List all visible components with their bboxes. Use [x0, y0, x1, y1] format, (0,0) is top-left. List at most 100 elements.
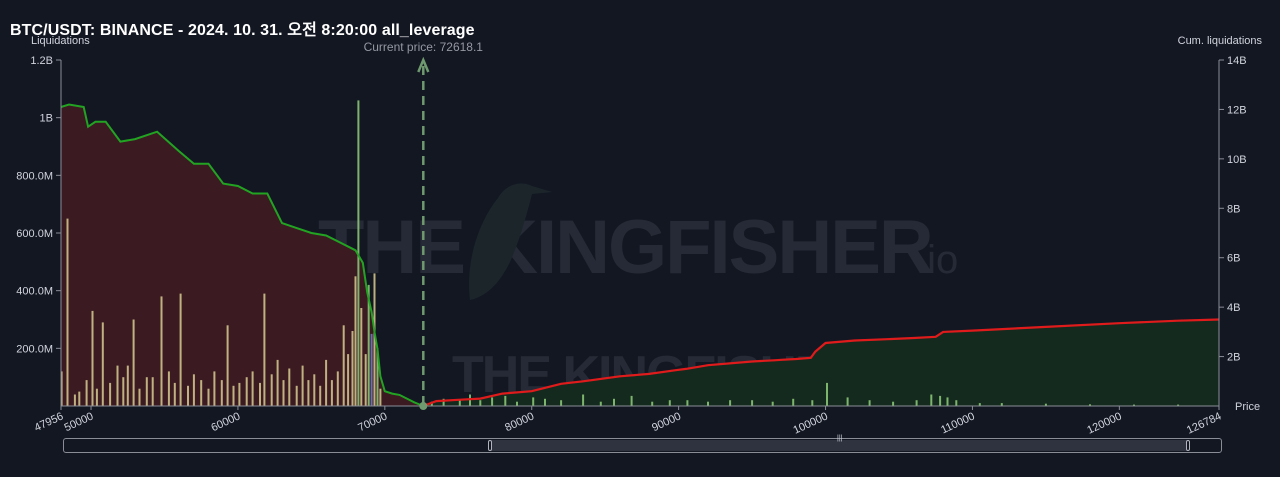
long-bar: [288, 368, 291, 406]
y2-tick-label: 10B: [1227, 154, 1247, 166]
scroller-thumb[interactable]: [490, 440, 1189, 451]
long-bar: [167, 371, 170, 406]
short-bar: [930, 394, 933, 406]
long-bar: [282, 380, 285, 406]
x-tick-label: 110000: [939, 410, 977, 436]
watermark-text-large: THE KINGFISHER: [318, 205, 933, 290]
x-tick-label: 80000: [503, 410, 536, 434]
long-bar: [151, 377, 154, 406]
long-bar: [354, 276, 357, 407]
short-bar: [442, 398, 445, 406]
long-bar: [351, 331, 354, 406]
short-bar: [1089, 404, 1091, 406]
long-bar: [259, 382, 261, 406]
long-bar: [379, 388, 382, 406]
long-bar: [270, 374, 273, 406]
short-bar: [630, 395, 633, 406]
watermark-suffix-large: .io: [916, 238, 958, 282]
long-bar: [276, 359, 279, 406]
long-bar: [238, 382, 241, 406]
long-bar: [251, 371, 254, 406]
range-scroller[interactable]: |||: [63, 435, 1222, 453]
short-bar: [771, 401, 774, 406]
short-bar: [751, 400, 754, 406]
short-bar: [1044, 403, 1047, 406]
long-bar: [325, 359, 328, 406]
long-bar: [319, 385, 322, 406]
long-liquidation-bars: [60, 100, 382, 407]
short-bar: [868, 400, 871, 406]
x-tick-label: 60000: [209, 410, 242, 434]
long-bar: [367, 284, 370, 406]
long-bar: [307, 380, 310, 406]
current-price-label: Current price: 72618.1: [364, 40, 484, 54]
short-bar: [651, 401, 654, 406]
scroller-right-handle[interactable]: [1186, 440, 1190, 451]
short-bar: [516, 401, 518, 406]
x-tick-label: 70000: [356, 410, 389, 434]
scroller-grip-icon[interactable]: |||: [837, 435, 843, 442]
scroller-left-handle[interactable]: [488, 440, 492, 451]
long-bar: [213, 371, 216, 406]
long-bar: [145, 377, 148, 406]
long-bar: [60, 371, 63, 406]
short-bar: [668, 400, 671, 406]
y-tick-label: 1.2B: [30, 55, 53, 67]
long-bar: [226, 325, 229, 406]
long-bar: [330, 380, 333, 406]
long-bar: [101, 322, 104, 406]
short-bar: [686, 400, 689, 406]
short-bar: [826, 382, 828, 406]
long-bar: [342, 325, 345, 406]
long-bar: [364, 354, 367, 406]
long-bar: [336, 371, 339, 406]
long-bar: [376, 348, 379, 406]
x-tick-label: 47956: [33, 410, 66, 434]
short-bar: [915, 400, 918, 406]
left-axis-title: Liquidations: [31, 35, 90, 47]
long-bar: [357, 100, 360, 407]
long-bar: [187, 385, 189, 406]
short-bar: [955, 400, 958, 406]
long-bar: [373, 273, 376, 406]
short-bar: [892, 401, 895, 406]
short-bar: [491, 397, 494, 406]
short-cum-fill: [423, 319, 1219, 406]
long-bar: [122, 377, 125, 406]
short-bar: [544, 398, 546, 406]
x-tick-label: 90000: [650, 410, 683, 434]
long-bar: [245, 377, 248, 406]
y-tick-label: 1B: [40, 113, 53, 125]
long-bar: [179, 293, 182, 406]
long-bar: [132, 319, 135, 406]
short-bar: [582, 394, 585, 406]
y2-tick-label: 14B: [1227, 55, 1247, 67]
long-bar: [370, 333, 373, 406]
short-bar: [939, 395, 942, 406]
short-bar: [560, 400, 563, 406]
short-bar: [599, 401, 602, 406]
y2-tick-label: 6B: [1227, 253, 1240, 265]
long-bar: [160, 296, 163, 406]
short-bar: [613, 398, 615, 406]
long-bar: [66, 218, 69, 406]
long-bar: [138, 388, 141, 406]
y2-tick-label: 4B: [1227, 302, 1240, 314]
long-bar: [263, 293, 266, 406]
long-bar: [109, 382, 112, 406]
right-axis-ticks: 14B 12B 10B 8B 6B 4B 2B: [1219, 55, 1247, 364]
long-bar: [91, 310, 94, 406]
short-bar: [978, 403, 981, 406]
long-bar: [220, 380, 223, 406]
long-bar: [73, 394, 76, 406]
y-tick-label: 600.0M: [16, 228, 53, 240]
long-bar: [78, 391, 81, 406]
long-bar: [232, 385, 235, 406]
long-bar: [200, 380, 203, 406]
short-bar: [458, 400, 461, 406]
short-cum-line: [422, 318, 1220, 408]
right-axis-title: Cum. liquidations: [1178, 35, 1263, 47]
kingfisher-bird-icon: [469, 183, 552, 300]
short-bar: [1000, 403, 1003, 406]
